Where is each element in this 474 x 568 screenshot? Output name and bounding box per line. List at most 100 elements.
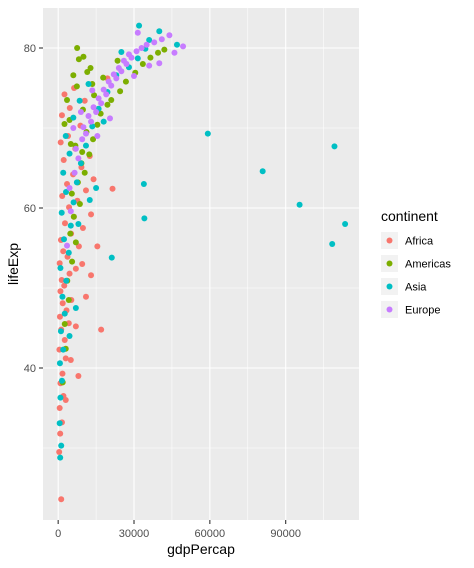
data-point <box>106 115 113 122</box>
data-point <box>61 220 68 227</box>
data-point <box>67 141 74 147</box>
legend-marker-africa <box>386 237 393 244</box>
data-point <box>56 420 63 427</box>
data-point <box>58 377 65 384</box>
data-point <box>67 222 74 229</box>
data-point <box>66 105 73 111</box>
data-point <box>58 209 65 216</box>
data-point <box>166 32 173 39</box>
data-point <box>131 73 138 79</box>
series-europe <box>64 29 187 249</box>
data-point <box>80 124 87 131</box>
data-point <box>82 130 89 137</box>
data-point <box>171 49 178 56</box>
data-point <box>94 121 101 128</box>
data-point <box>143 41 150 48</box>
data-point <box>64 242 71 249</box>
y-axis: 40 60 80 <box>24 43 43 375</box>
data-point <box>62 355 69 362</box>
data-point <box>57 454 64 461</box>
data-point <box>76 97 83 104</box>
data-point <box>146 62 153 69</box>
data-point <box>85 113 92 119</box>
data-point <box>66 270 73 277</box>
data-point <box>93 185 100 191</box>
data-point <box>57 394 64 401</box>
data-point <box>88 272 95 279</box>
data-point <box>63 189 70 195</box>
data-point <box>62 397 69 403</box>
data-point <box>81 97 88 104</box>
data-point <box>61 91 68 98</box>
data-point <box>134 29 141 36</box>
data-point <box>73 83 80 90</box>
data-point <box>80 53 87 60</box>
x-tick-label: 30000 <box>119 528 150 540</box>
data-point <box>86 197 93 203</box>
data-point <box>84 69 91 75</box>
data-point <box>79 225 86 231</box>
data-point <box>56 405 63 411</box>
legend: continent Africa Americas Asia Europe <box>381 208 451 318</box>
data-point <box>155 49 162 56</box>
y-axis-title: lifeExp <box>5 243 21 285</box>
data-point <box>65 249 72 256</box>
data-point <box>70 72 77 79</box>
data-point <box>140 181 147 187</box>
data-point <box>91 92 98 99</box>
x-axis-title: gdpPercap <box>167 541 235 557</box>
data-point <box>173 41 180 48</box>
data-point <box>117 88 124 95</box>
data-point <box>66 150 73 157</box>
data-point <box>68 190 75 197</box>
data-point <box>90 136 97 143</box>
data-point <box>75 155 82 162</box>
data-point <box>180 43 187 50</box>
legend-marker-asia <box>386 283 393 290</box>
data-point <box>156 28 163 35</box>
data-point <box>81 169 88 176</box>
data-point <box>67 230 74 237</box>
legend-label-africa: Africa <box>405 236 434 248</box>
data-point <box>57 328 64 335</box>
data-point <box>95 95 102 102</box>
data-point <box>100 118 107 125</box>
data-point <box>61 321 68 327</box>
data-point <box>120 57 127 64</box>
y-tick-label: 40 <box>24 363 36 375</box>
data-point <box>60 157 67 163</box>
data-point <box>56 360 63 367</box>
data-point <box>74 45 81 51</box>
data-point <box>105 78 112 85</box>
legend-marker-americas <box>386 260 393 267</box>
data-point <box>97 110 104 117</box>
data-point <box>90 104 97 111</box>
data-point <box>329 241 336 247</box>
data-point <box>134 55 141 62</box>
data-point <box>72 265 79 272</box>
data-point <box>118 49 125 55</box>
data-point <box>110 71 117 78</box>
data-point <box>89 123 96 130</box>
data-point <box>58 442 65 449</box>
x-tick-label: 0 <box>55 528 61 540</box>
data-point <box>114 57 121 64</box>
data-point <box>147 54 154 61</box>
data-point <box>108 254 115 261</box>
data-point <box>59 193 66 199</box>
data-point <box>58 496 65 503</box>
data-point <box>98 326 105 333</box>
data-point <box>82 142 89 149</box>
data-point <box>87 65 94 71</box>
data-point <box>72 239 79 246</box>
data-point <box>59 300 66 307</box>
data-point <box>70 213 77 220</box>
data-point <box>61 310 68 317</box>
data-point <box>59 370 66 377</box>
data-point <box>331 143 338 150</box>
data-point <box>88 118 95 125</box>
data-point <box>85 81 92 87</box>
data-point <box>77 109 84 115</box>
data-point <box>62 133 69 139</box>
